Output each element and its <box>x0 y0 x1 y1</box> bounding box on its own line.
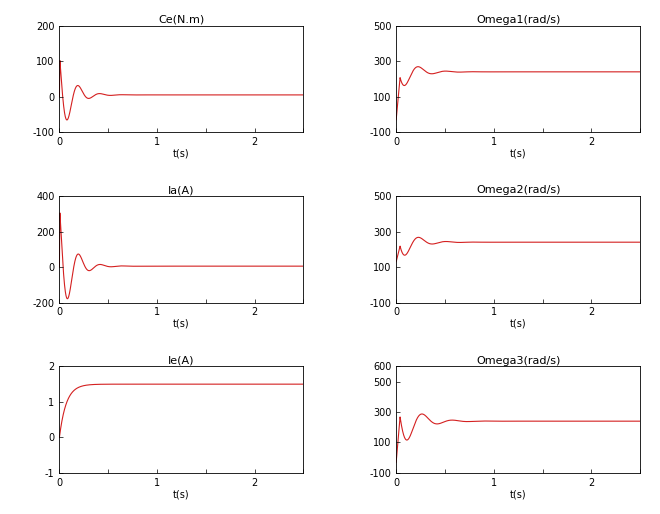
X-axis label: t(s): t(s) <box>173 489 189 499</box>
X-axis label: t(s): t(s) <box>510 319 527 329</box>
X-axis label: t(s): t(s) <box>510 149 527 158</box>
Title: Ie(A): Ie(A) <box>168 356 195 365</box>
Title: Ia(A): Ia(A) <box>168 185 195 195</box>
Title: Ce(N.m): Ce(N.m) <box>158 15 205 25</box>
Title: Omega2(rad/s): Omega2(rad/s) <box>476 185 560 195</box>
X-axis label: t(s): t(s) <box>510 489 527 499</box>
X-axis label: t(s): t(s) <box>173 149 189 158</box>
X-axis label: t(s): t(s) <box>173 319 189 329</box>
Title: Omega3(rad/s): Omega3(rad/s) <box>476 356 560 365</box>
Title: Omega1(rad/s): Omega1(rad/s) <box>476 15 560 25</box>
